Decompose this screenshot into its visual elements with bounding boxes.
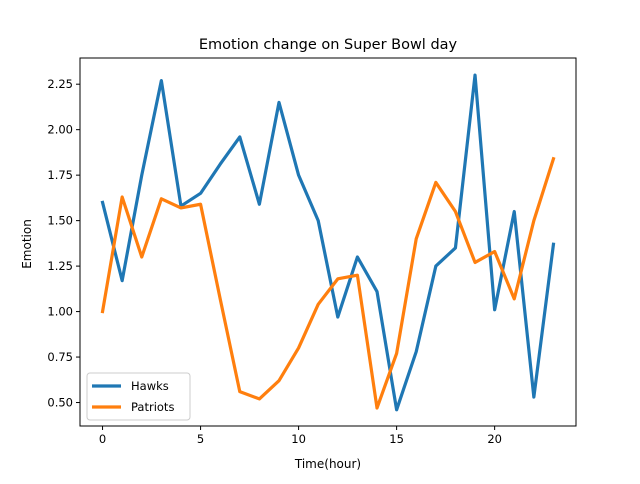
tick-layer: 0 5 10 15 20 0.50 0.75 1.00 1.25 1.50 1.75 2.00 2.25 xyxy=(47,77,502,446)
series-line-hawks xyxy=(100,73,556,412)
y-tick-label: 0.75 xyxy=(47,350,73,364)
y-tick-label: 1.50 xyxy=(47,214,73,228)
x-tick-label: 5 xyxy=(197,432,204,446)
legend-label-hawks: Hawks xyxy=(131,379,169,393)
y-axis-label: Emotion xyxy=(20,219,34,269)
series-layer xyxy=(100,73,556,412)
y-tick-label: 0.50 xyxy=(47,396,73,410)
x-tick-label: 15 xyxy=(389,432,404,446)
y-tick-label: 2.00 xyxy=(47,123,73,137)
legend-label-patriots: Patriots xyxy=(131,400,174,414)
y-tick-label: 2.25 xyxy=(47,77,73,91)
y-tick-label: 1.00 xyxy=(47,305,73,319)
plot-frame xyxy=(79,57,577,427)
x-tick-label: 0 xyxy=(99,432,106,446)
y-tick-label: 1.75 xyxy=(47,168,73,182)
x-tick-label: 10 xyxy=(291,432,306,446)
legend: Hawks Patriots xyxy=(86,372,191,421)
x-tick-label: 20 xyxy=(487,432,502,446)
y-tick-label: 1.25 xyxy=(47,259,73,273)
chart-title: Emotion change on Super Bowl day xyxy=(199,37,458,53)
series-line-patriots xyxy=(100,156,556,410)
x-axis-label: Time(hour) xyxy=(294,457,361,471)
